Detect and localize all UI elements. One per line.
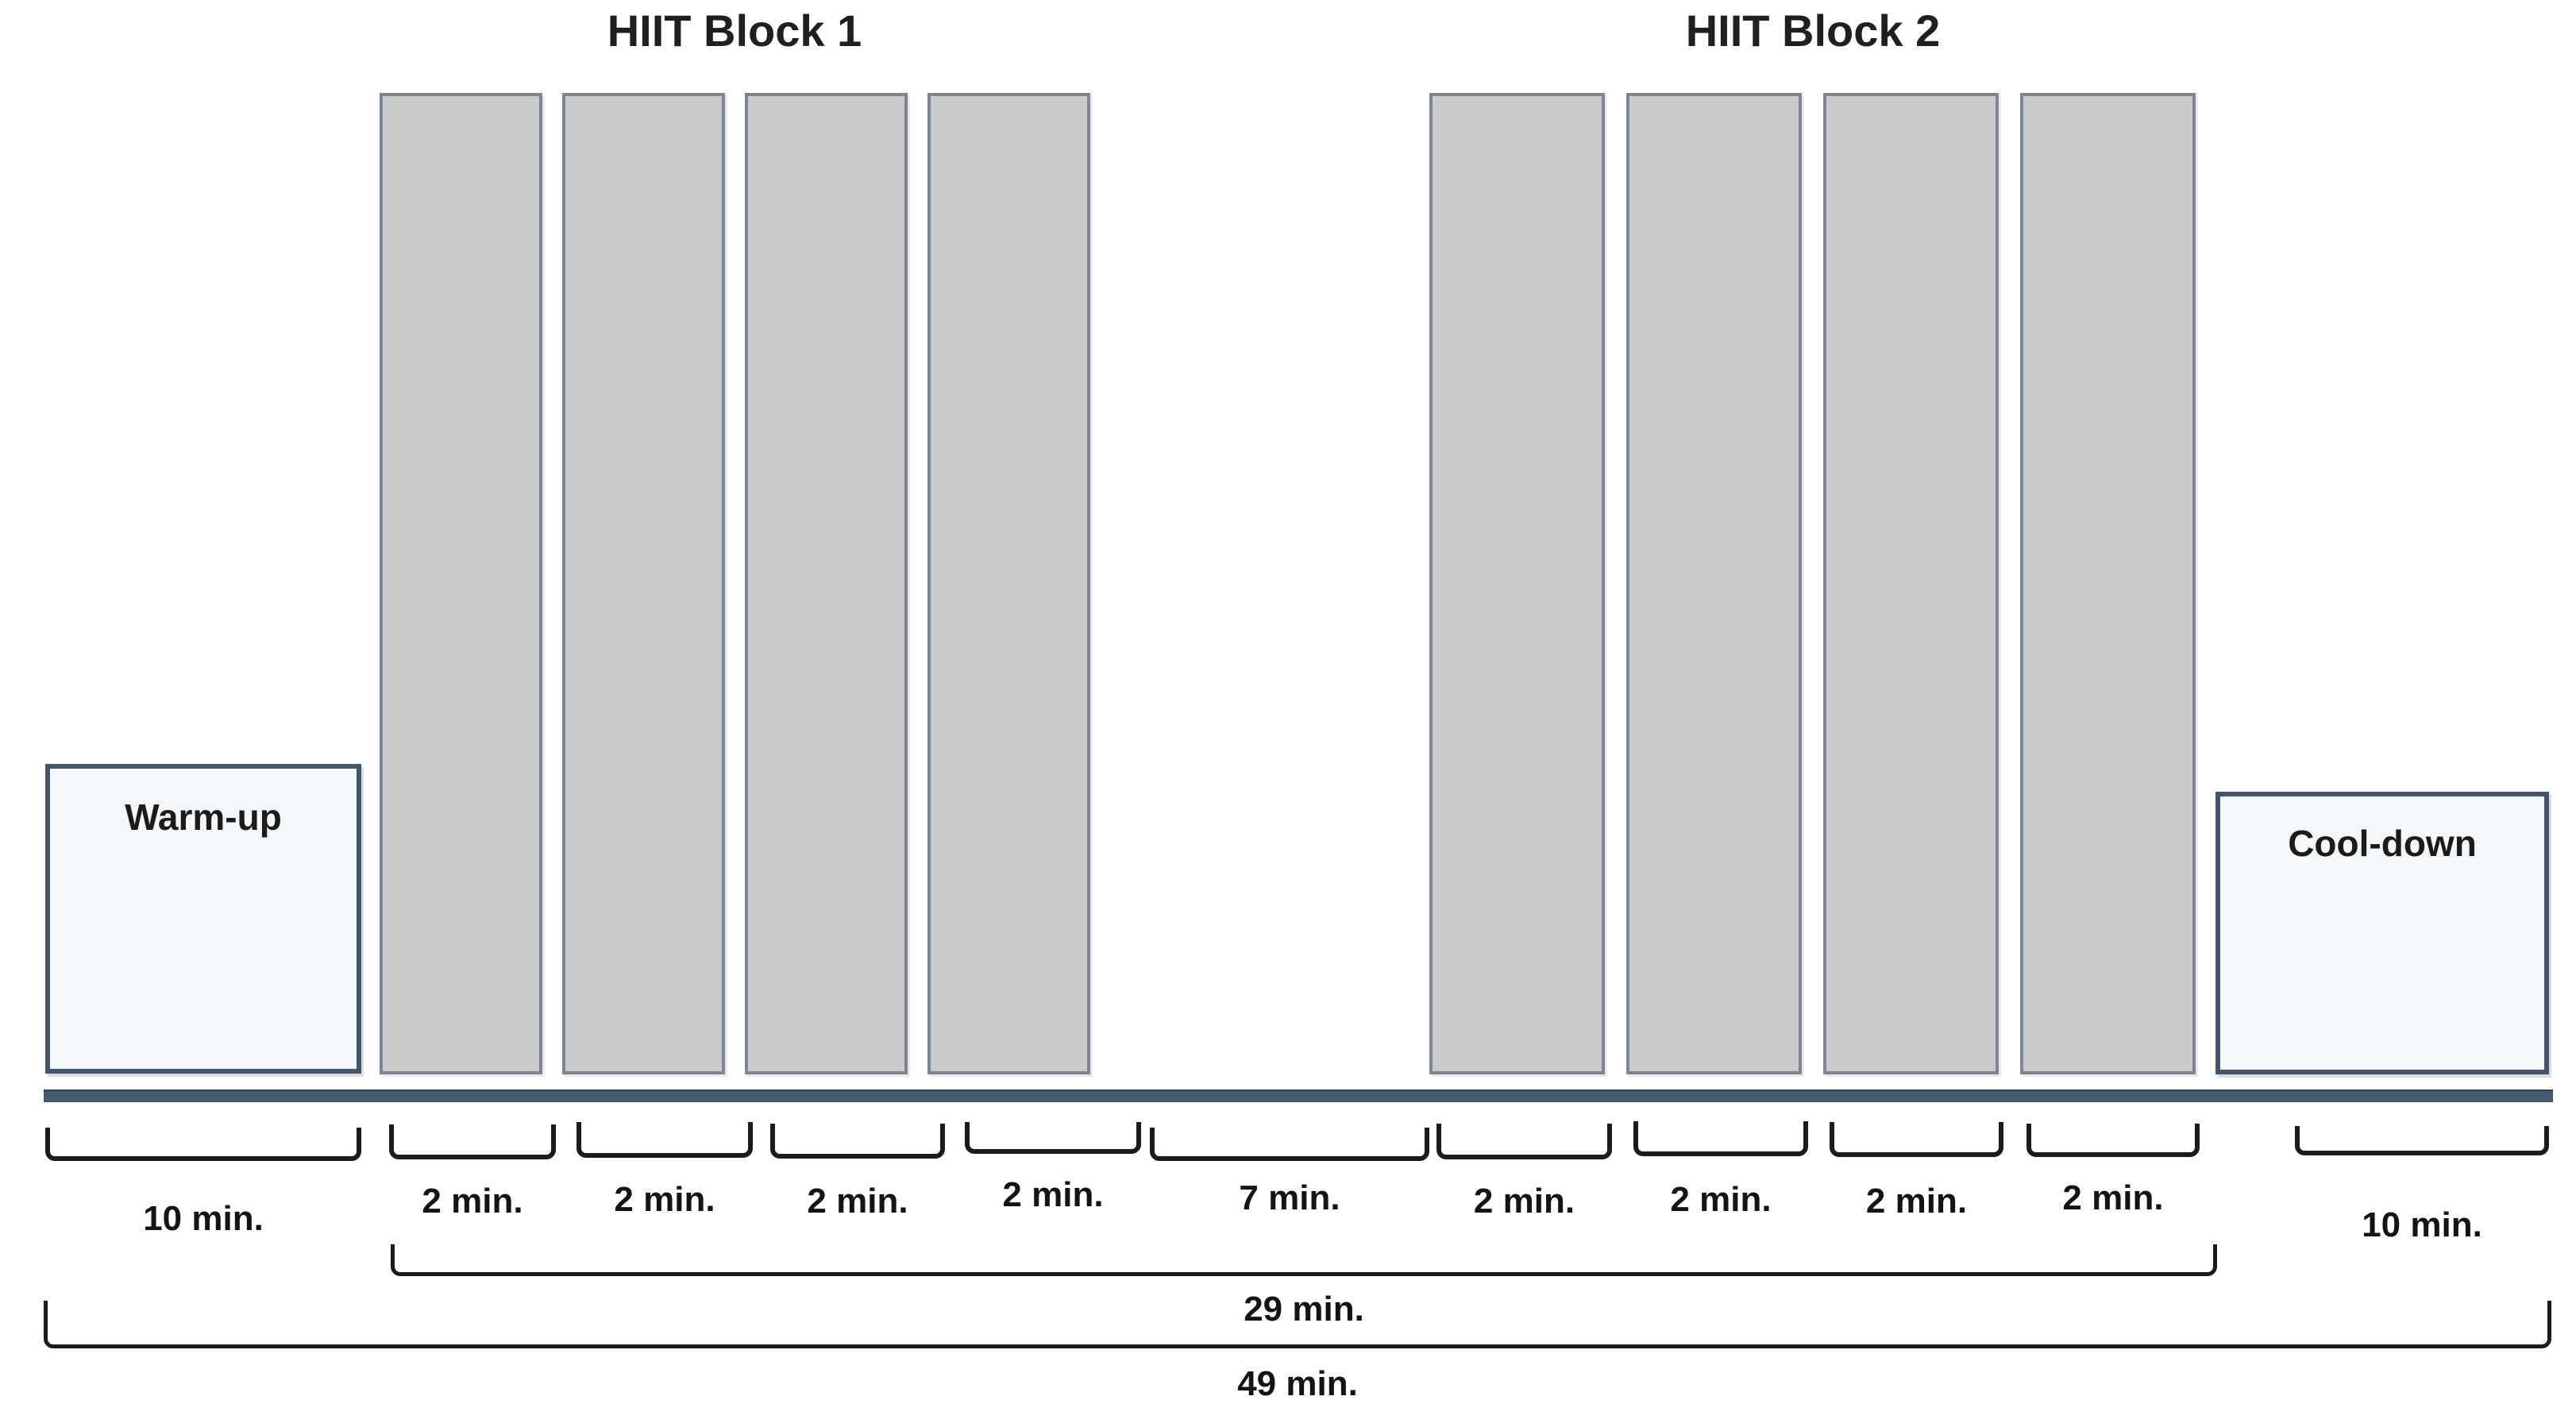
interval-bar-block2-4 bbox=[2020, 93, 2196, 1074]
total-29min-bracket bbox=[391, 1244, 2217, 1276]
cooldown-box: Cool-down bbox=[2215, 792, 2549, 1074]
warmup-label: Warm-up bbox=[125, 796, 282, 838]
duration-4-label: 2 min. bbox=[807, 1182, 908, 1221]
duration-5-label: 2 min. bbox=[1002, 1175, 1104, 1214]
timeline-bar bbox=[44, 1090, 2553, 1102]
duration-1-label: 10 min. bbox=[143, 1199, 264, 1238]
duration-9-label: 2 min. bbox=[1865, 1182, 1968, 1221]
duration-11-bracket bbox=[2295, 1126, 2549, 1155]
duration-7-label: 2 min. bbox=[1473, 1182, 1575, 1221]
duration-4-bracket bbox=[770, 1124, 945, 1159]
interval-bar-block1-4 bbox=[927, 93, 1090, 1074]
duration-3-label: 2 min. bbox=[614, 1180, 715, 1219]
duration-5-bracket bbox=[965, 1122, 1141, 1154]
duration-1-bracket bbox=[45, 1128, 361, 1161]
duration-7-bracket bbox=[1436, 1124, 1612, 1159]
total-49min-bracket bbox=[44, 1301, 2551, 1348]
interval-bar-block2-2 bbox=[1626, 93, 1802, 1074]
interval-bar-block2-1 bbox=[1429, 93, 1605, 1074]
duration-3-bracket bbox=[577, 1122, 753, 1158]
duration-10-label: 2 min. bbox=[2062, 1178, 2164, 1217]
total-49min-label: 49 min. bbox=[1237, 1364, 1358, 1403]
cooldown-label: Cool-down bbox=[2288, 823, 2477, 864]
duration-9-bracket bbox=[1830, 1122, 2003, 1157]
block-title-1: HIIT Block 1 bbox=[607, 6, 862, 56]
total-29min-label: 29 min. bbox=[1244, 1290, 1364, 1329]
duration-10-bracket bbox=[2026, 1124, 2200, 1157]
interval-bar-block2-3 bbox=[1823, 93, 1999, 1074]
warmup-box: Warm-up bbox=[45, 764, 361, 1074]
duration-2-label: 2 min. bbox=[422, 1182, 523, 1221]
interval-bar-block1-1 bbox=[380, 93, 542, 1074]
duration-6-label: 7 min. bbox=[1239, 1178, 1340, 1217]
interval-bar-block1-2 bbox=[562, 93, 725, 1074]
block-title-2: HIIT Block 2 bbox=[1685, 6, 1941, 56]
duration-8-label: 2 min. bbox=[1670, 1180, 1772, 1219]
duration-11-label: 10 min. bbox=[2362, 1205, 2482, 1244]
interval-bar-block1-3 bbox=[745, 93, 908, 1074]
duration-2-bracket bbox=[389, 1124, 556, 1159]
duration-6-bracket bbox=[1150, 1128, 1429, 1161]
duration-8-bracket bbox=[1633, 1121, 1808, 1156]
